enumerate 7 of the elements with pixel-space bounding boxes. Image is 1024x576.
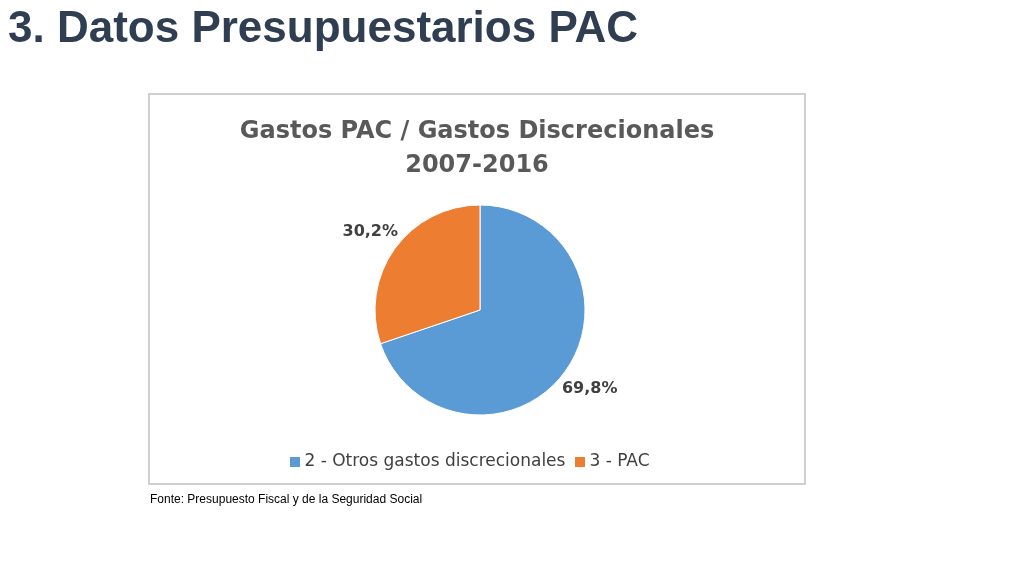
data-label: 30,2% bbox=[342, 220, 399, 240]
chart-title: 3. Datos Presupuestarios PAC bbox=[8, 2, 639, 52]
data-label: 69,8% bbox=[561, 378, 618, 398]
legend-label: 3 - PAC bbox=[589, 450, 650, 470]
source-note: Fonte: Presupuesto Fiscal y de la Seguridad Social bbox=[150, 492, 423, 506]
chart-subtitle: Gastos PAC / Gastos Discrecionales 2007-2016 bbox=[238, 115, 716, 180]
legend-label: 2 - Otros gastos discrecionales bbox=[304, 450, 566, 470]
